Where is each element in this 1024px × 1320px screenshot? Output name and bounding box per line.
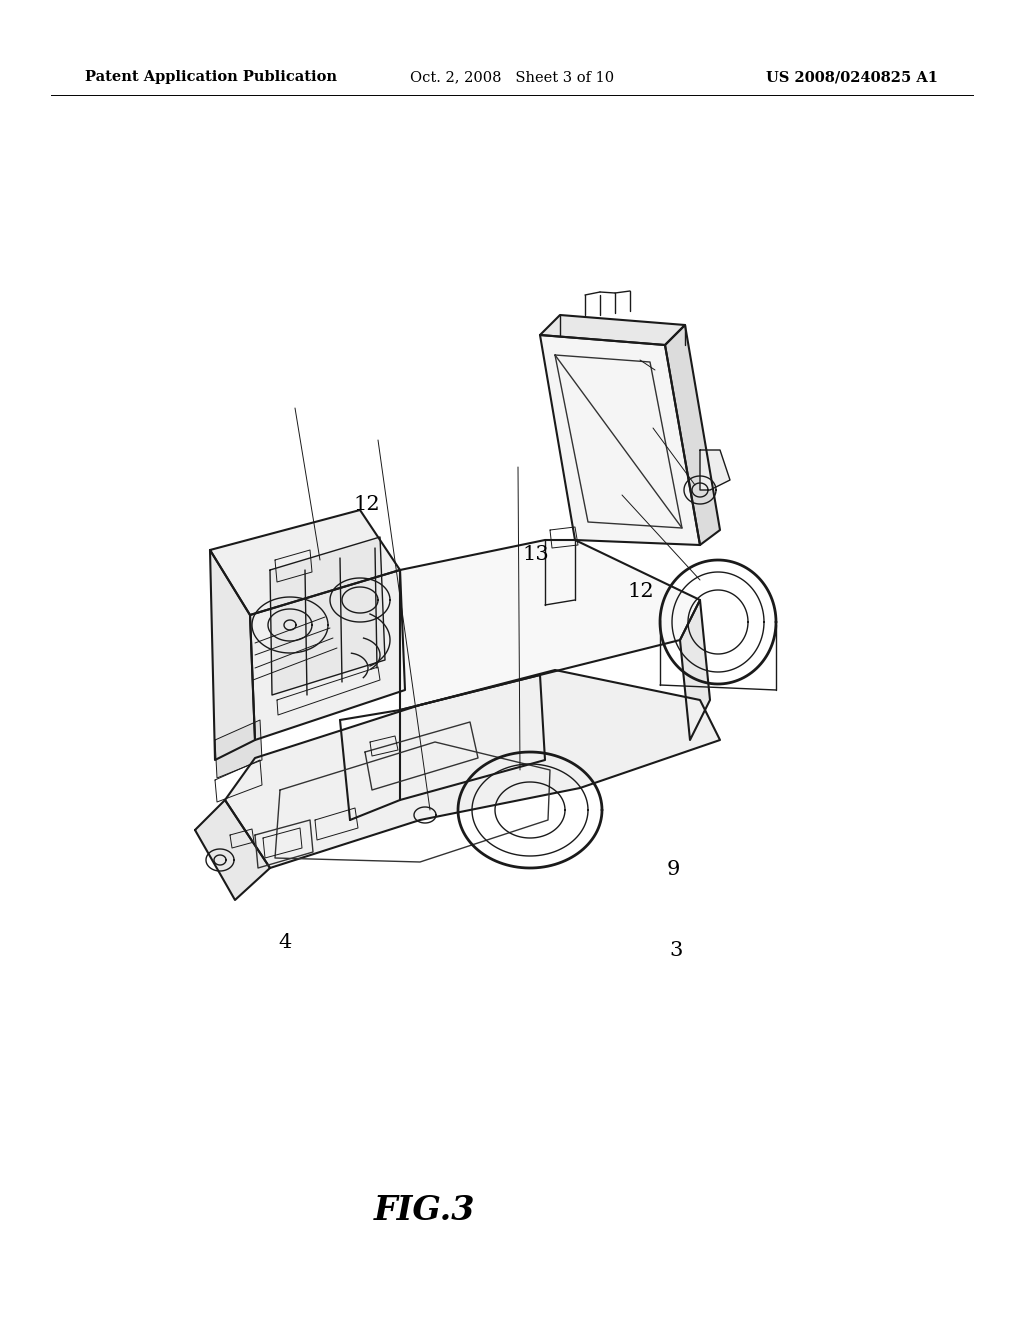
Polygon shape — [210, 510, 400, 615]
Text: 3: 3 — [669, 941, 683, 960]
Polygon shape — [540, 335, 700, 545]
Text: US 2008/0240825 A1: US 2008/0240825 A1 — [766, 70, 938, 84]
Text: 13: 13 — [522, 545, 549, 564]
Polygon shape — [540, 315, 685, 345]
Text: Patent Application Publication: Patent Application Publication — [85, 70, 337, 84]
Text: FIG.3: FIG.3 — [374, 1193, 476, 1228]
Polygon shape — [195, 800, 270, 900]
Text: 12: 12 — [628, 582, 654, 601]
Polygon shape — [665, 325, 720, 545]
Polygon shape — [270, 537, 385, 696]
Polygon shape — [250, 570, 406, 741]
Polygon shape — [210, 550, 255, 760]
Text: 12: 12 — [353, 495, 380, 513]
Text: 9: 9 — [667, 861, 681, 879]
Polygon shape — [400, 675, 545, 800]
Polygon shape — [700, 450, 730, 490]
Polygon shape — [225, 671, 720, 869]
Polygon shape — [215, 719, 262, 777]
Text: Oct. 2, 2008   Sheet 3 of 10: Oct. 2, 2008 Sheet 3 of 10 — [410, 70, 614, 84]
Polygon shape — [400, 540, 700, 710]
Text: 4: 4 — [279, 933, 291, 952]
Polygon shape — [680, 601, 710, 741]
